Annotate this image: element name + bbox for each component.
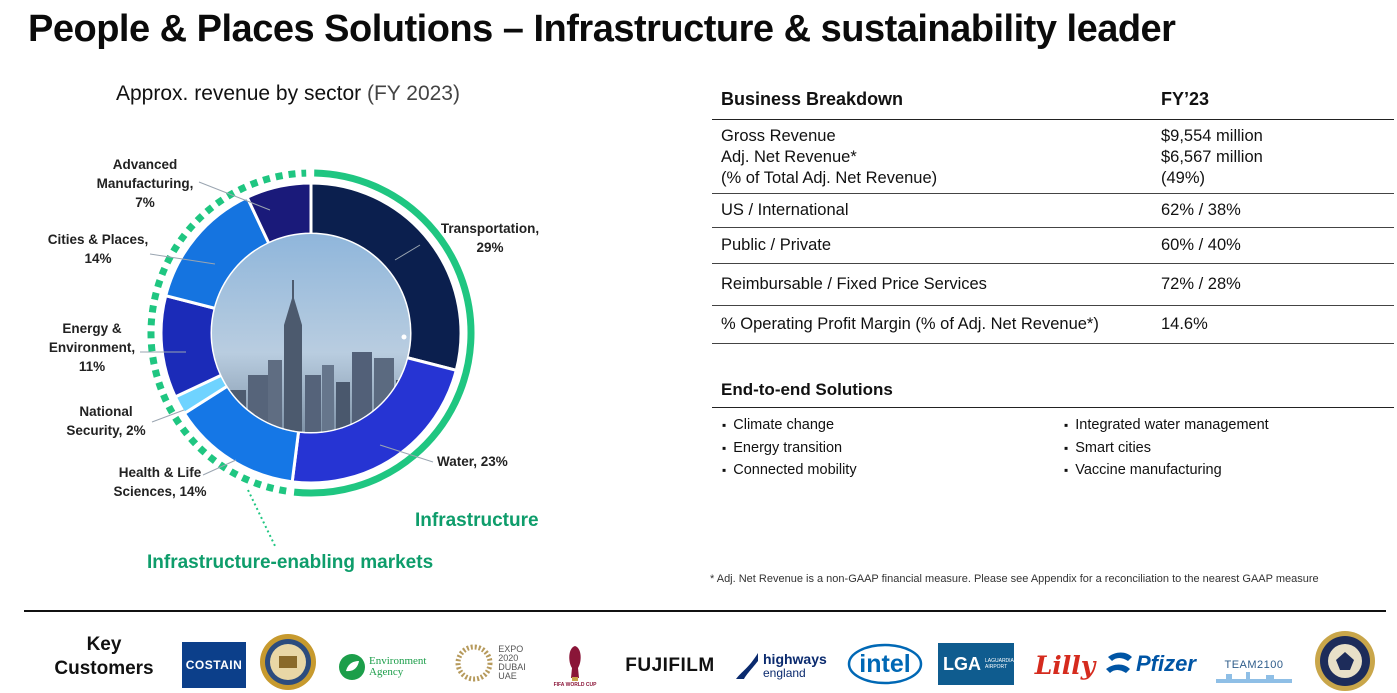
table-row: Public / Private 60% / 40% [712, 228, 1394, 264]
row-label: % Operating Profit Margin (% of Adj. Net… [721, 315, 1099, 333]
row-label: US / International [721, 201, 849, 219]
leader-line [202, 459, 237, 476]
group-arc-infrastructure-enabling [147, 169, 307, 495]
slice-label: Advanced [113, 157, 178, 172]
group-connector-line [247, 489, 277, 549]
center-city-photo [212, 234, 410, 432]
navy-seal-icon [1315, 631, 1375, 691]
expo-ring-icon [455, 644, 493, 682]
table-row: Gross Revenue Adj. Net Revenue* (% of To… [712, 120, 1394, 194]
row-value: $6,567 million [1161, 148, 1263, 166]
costain-logo: COSTAIN [182, 642, 246, 688]
list-item: Climate change [722, 414, 857, 437]
header-label: Business Breakdown [721, 89, 904, 109]
chart-title: Approx. revenue by sector (FY 2023) [116, 82, 460, 106]
solutions-list-right: Integrated water management Smart cities… [1064, 414, 1269, 482]
seal-logo [258, 632, 318, 692]
navy-seal-logo [1314, 630, 1376, 692]
chart-subtitle: (FY 2023) [366, 82, 460, 105]
slice-label: Security, 2% [66, 423, 145, 438]
row-label: Gross Revenue [721, 127, 836, 145]
solutions-title: End-to-end Solutions [712, 380, 1394, 408]
lga-logo: LGA LAGUARDIA AIRPORT [938, 643, 1014, 685]
highways-england-logo: highways england [734, 648, 834, 684]
team2100-logo: TEAM2100 [1212, 652, 1296, 690]
row-value: (49%) [1161, 169, 1206, 187]
sector-donut-chart: Transportation, 29% Water, 23% Health & Lif… [48, 157, 539, 573]
row-label: (% of Total Adj. Net Revenue) [721, 169, 938, 187]
slice-label: National [79, 404, 132, 419]
list-item: Energy transition [722, 437, 857, 460]
chart-title-main: Approx. revenue by sector [116, 82, 362, 105]
slice-label: 11% [79, 359, 105, 374]
footnote: * Adj. Net Revenue is a non-GAAP financi… [710, 573, 1319, 585]
slice-label: Water, 23% [437, 454, 508, 469]
list-item: Vaccine manufacturing [1064, 459, 1269, 482]
row-value: $9,554 million [1161, 127, 1263, 145]
row-value: 62% / 38% [1161, 201, 1241, 219]
slice-label: Sciences, 14% [113, 484, 206, 499]
divider [24, 610, 1386, 612]
slice-label: 29% [476, 240, 503, 255]
fifa-world-cup-logo: FIFA WORLD CUP [552, 640, 598, 692]
table-row: % Operating Profit Margin (% of Adj. Net… [712, 306, 1394, 344]
slice-label: Manufacturing, [97, 176, 194, 191]
solutions-list-left: Climate change Energy transition Connect… [722, 414, 857, 482]
road-icon [736, 653, 758, 679]
slice-label: Cities & Places, [48, 232, 149, 247]
skyline-icon [1216, 672, 1292, 683]
row-label: Adj. Net Revenue* [721, 148, 857, 166]
leader-line [151, 409, 185, 423]
row-value: 60% / 40% [1161, 236, 1241, 254]
pfizer-helix-icon [1106, 652, 1132, 673]
group-label-infrastructure: Infrastructure [415, 510, 539, 531]
leader-line [198, 181, 271, 211]
slice-label: Transportation, [441, 221, 539, 236]
key-customers-label: Key Customers [54, 634, 154, 679]
list-item: Connected mobility [722, 459, 856, 482]
slice-label: Energy & [62, 321, 122, 336]
seal-icon [260, 634, 316, 690]
slice-label: 7% [135, 195, 155, 210]
expo-2020-logo: EXPO 2020 DUBAI UAE [450, 640, 530, 686]
leader-line [149, 253, 216, 265]
row-value: 72% / 28% [1161, 275, 1241, 293]
group-label-infrastructure-enabling: Infrastructure-enabling markets [147, 552, 433, 573]
table-row: Reimbursable / Fixed Price Services 72% … [712, 264, 1394, 306]
intel-logo: intel [846, 642, 924, 686]
leader-line [379, 444, 434, 463]
table-row: US / International 62% / 38% [712, 194, 1394, 228]
list-item: Integrated water management [1064, 414, 1268, 437]
group-arc-infrastructure [293, 169, 475, 497]
slice-label: Environment, [49, 340, 135, 355]
table-header: Business Breakdown FY’23 [712, 80, 1394, 120]
row-value: 14.6% [1161, 315, 1208, 333]
slide-title: People & Places Solutions – Infrastructu… [28, 8, 1176, 50]
list-item: Smart cities [1064, 437, 1269, 460]
leaf-icon [339, 654, 365, 680]
slice-label: Health & Life [119, 465, 202, 480]
environment-agency-logo: Environment Agency [338, 650, 438, 684]
leader-line [394, 244, 421, 261]
intel-swirl-icon [847, 643, 923, 685]
business-breakdown-table: Business Breakdown FY’23 Gross Revenue A… [712, 80, 1394, 344]
fujifilm-logo: FUJIFILM [625, 655, 715, 676]
slice-label: 14% [84, 251, 111, 266]
lilly-logo: Lilly [1034, 650, 1096, 680]
header-value: FY’23 [1161, 89, 1210, 109]
row-label: Reimbursable / Fixed Price Services [721, 275, 987, 293]
row-label: Public / Private [721, 236, 832, 254]
trophy-icon [569, 646, 581, 681]
pfizer-logo: Pfizer [1104, 644, 1198, 684]
